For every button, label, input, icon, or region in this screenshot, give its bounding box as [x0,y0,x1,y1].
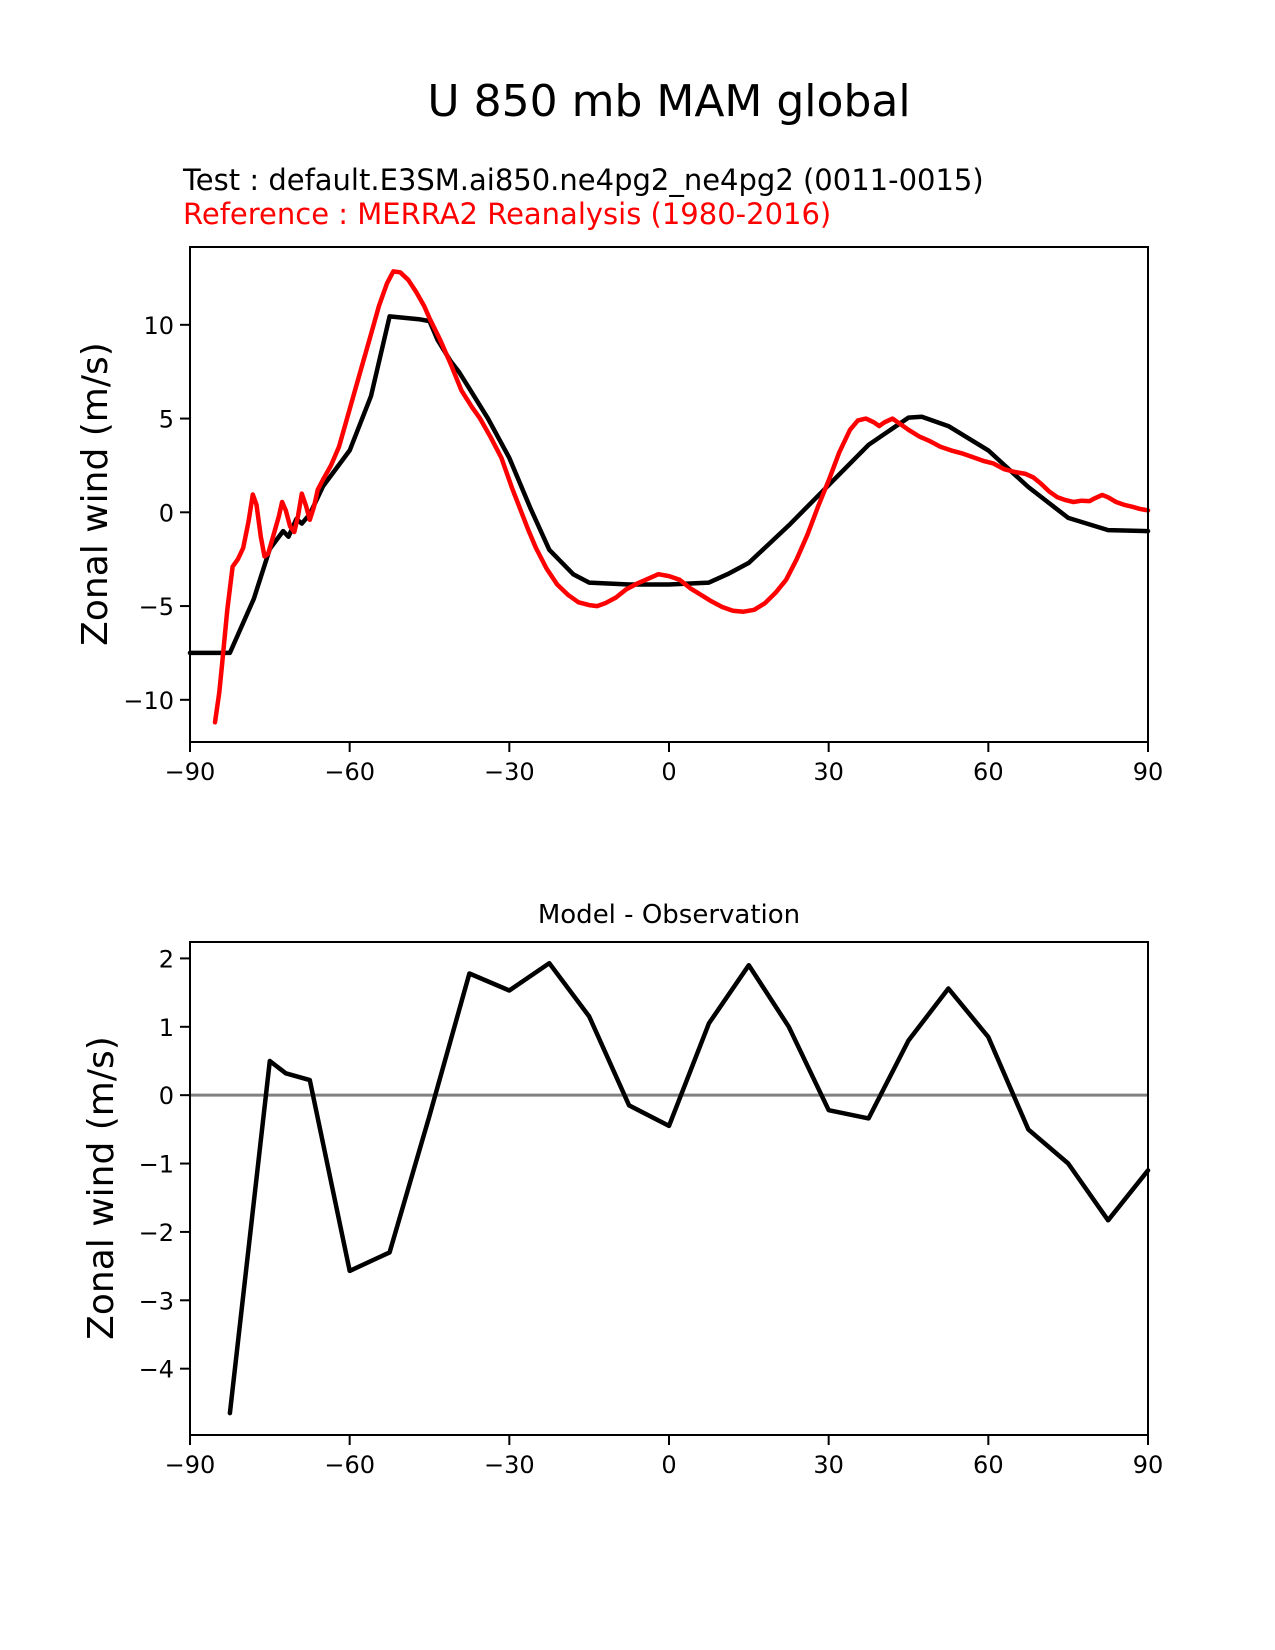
bottom-chart-x-tick-label: 30 [813,1451,844,1479]
top-chart-frame [189,246,1149,743]
top-chart-y-tick-label: 0 [159,499,174,527]
bottom-chart-y-tick-label: −1 [139,1151,174,1179]
legend-reference-label: Reference : MERRA2 Reanalysis (1980-2016… [183,197,832,231]
top-chart-x-tick-label: −90 [165,758,216,786]
top-chart-test-line [187,314,1151,656]
top-chart-y-tick-label: −10 [123,687,174,715]
top-chart-x-tick-label: 90 [1133,758,1164,786]
top-chart-x-tick-label: 0 [661,758,676,786]
top-chart-x-tick-label: 30 [813,758,844,786]
top-chart-y-tick-label: 5 [159,406,174,434]
bottom-chart-y-tick-label: 2 [159,945,174,973]
bottom-chart-y-tick-label: 0 [159,1082,174,1110]
legend-test-label: Test : default.E3SM.ai850.ne4pg2_ne4pg2 … [183,163,984,197]
bottom-chart-title: Model - Observation [537,900,801,930]
bottom-chart-difference-line [227,960,1151,1416]
figure-title: U 850 mb MAM global [427,76,911,127]
bottom-chart-y-tick-label: −2 [139,1219,174,1247]
bottom-chart-y-tick-label: −4 [139,1356,174,1384]
bottom-chart-x-tick-label: 90 [1133,1451,1164,1479]
bottom-chart-x-tick-label: −90 [165,1451,216,1479]
bottom-chart-y-tick-label: 1 [159,1014,174,1042]
bottom-chart-x-tick-label: −30 [484,1451,535,1479]
bottom-chart-x-tick-label: 60 [973,1451,1004,1479]
bottom-chart-y-tick-label: −3 [139,1287,174,1315]
bottom-chart-x-tick-label: 0 [661,1451,676,1479]
top-chart-x-tick-label: 60 [973,758,1004,786]
top-chart-y-tick-label: −5 [139,593,174,621]
top-chart-x-tick-label: −60 [324,758,375,786]
top-chart-reference-line [212,269,1151,725]
top-chart-y-tick-label: 10 [143,312,174,340]
bottom-chart-x-tick-label: −60 [324,1451,375,1479]
top-chart-x-tick-label: −30 [484,758,535,786]
